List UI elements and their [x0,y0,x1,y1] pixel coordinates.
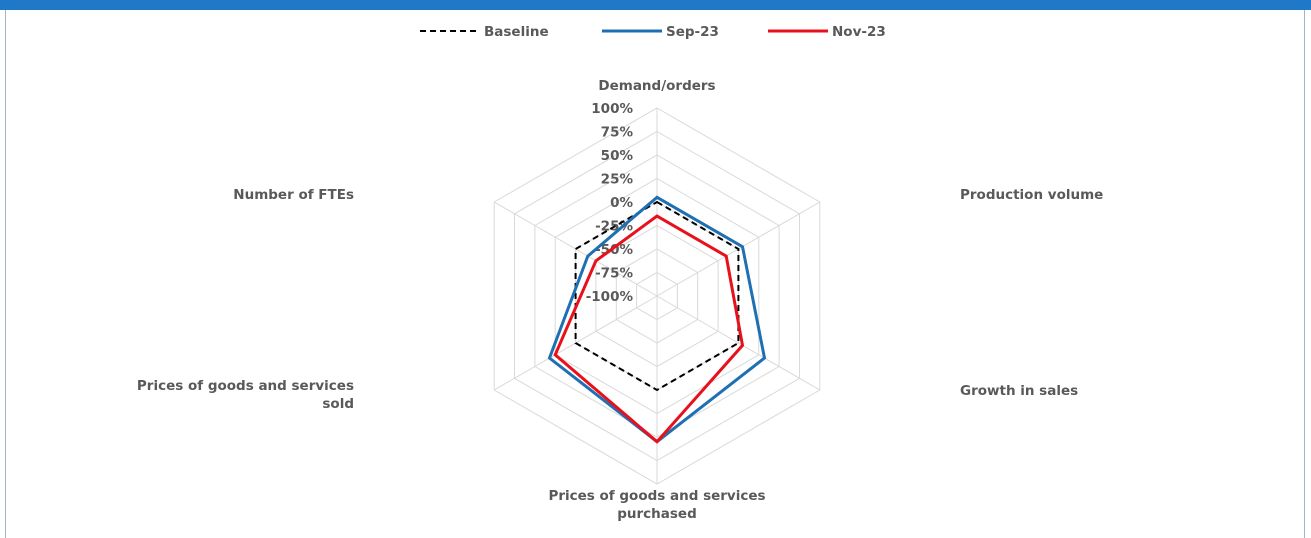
axis-label: Number of FTEs [233,187,354,203]
legend-label: Nov-23 [832,24,886,40]
radial-tick-labels: 100%75%50%25%0%-25%-50%-75%-100% [586,101,634,305]
series-line-baseline [574,200,740,392]
axis-label: Prices of goods and services purchased [548,488,765,522]
tick-label: -100% [586,289,634,305]
axis-label: Demand/orders [598,78,715,94]
axis-label: Growth in sales [960,383,1078,399]
chart-border [5,10,1305,538]
axis-label: Production volume [960,187,1103,203]
tick-label: 100% [591,101,633,117]
tick-label: -75% [595,266,633,282]
legend-label: Baseline [484,24,549,40]
grid-spoke-2 [656,295,821,391]
axis-labels: Demand/orders Production volume Growth in … [137,78,1103,522]
tick-label: 50% [601,148,634,164]
tick-label: 0% [610,195,633,211]
grid-spoke-5 [493,201,658,297]
radar-grid [493,107,821,485]
axis-label: Prices of goods and services sold [137,378,354,412]
legend: Baseline Sep-23 Nov-23 [420,24,886,40]
legend-label: Sep-23 [666,24,719,40]
tick-label: 25% [601,172,634,188]
tick-label: 75% [601,125,634,141]
series-lines [547,195,767,444]
header-bar [0,0,1311,10]
series-line-nov-23 [553,214,745,444]
